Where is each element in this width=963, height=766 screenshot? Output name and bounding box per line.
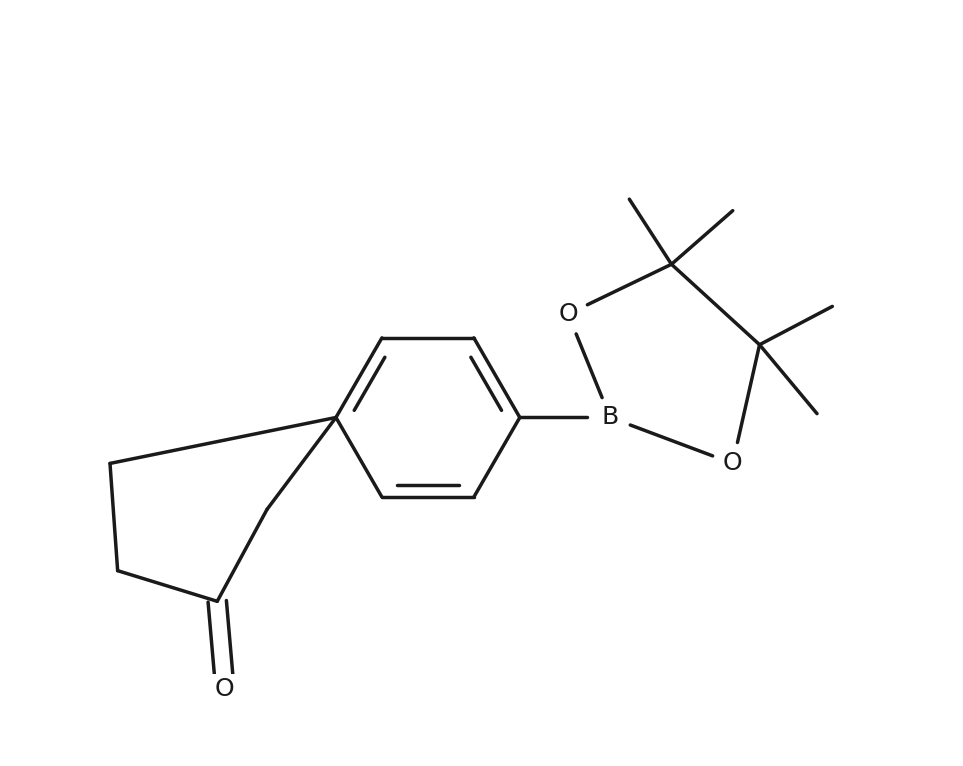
- Text: B: B: [602, 405, 619, 430]
- Text: O: O: [723, 451, 742, 476]
- Text: O: O: [559, 302, 578, 326]
- Text: O: O: [215, 677, 235, 702]
